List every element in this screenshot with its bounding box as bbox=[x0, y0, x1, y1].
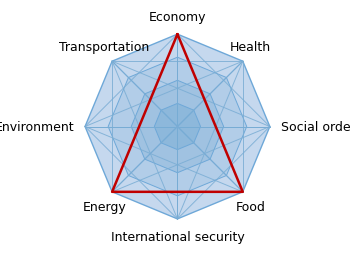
Text: Social order: Social order bbox=[281, 121, 350, 133]
Text: Health: Health bbox=[230, 41, 271, 54]
Polygon shape bbox=[131, 81, 224, 173]
Text: International security: International security bbox=[111, 230, 244, 243]
Polygon shape bbox=[108, 58, 247, 196]
Text: Transportation: Transportation bbox=[59, 41, 149, 54]
Text: Environment: Environment bbox=[0, 121, 74, 133]
Polygon shape bbox=[154, 104, 201, 150]
Text: Economy: Economy bbox=[149, 11, 206, 24]
Text: Food: Food bbox=[236, 200, 266, 213]
Text: Energy: Energy bbox=[82, 200, 126, 213]
Polygon shape bbox=[85, 35, 270, 219]
